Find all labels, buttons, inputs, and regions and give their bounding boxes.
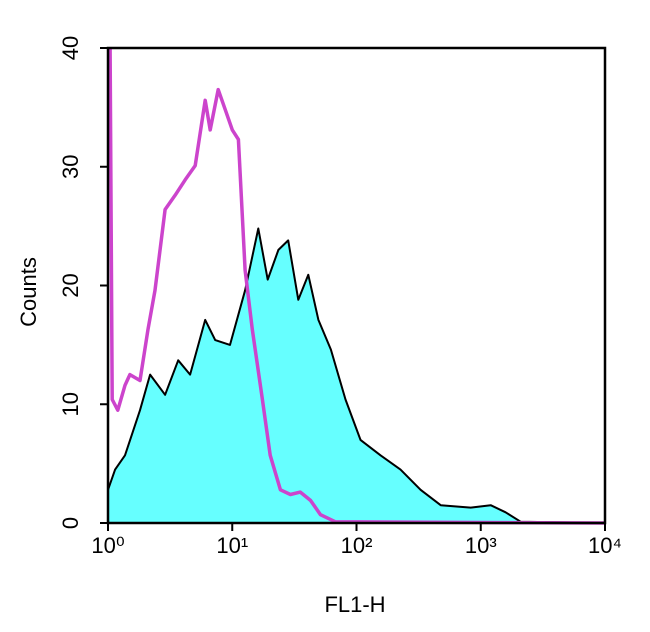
x-tick-label: 10² (341, 533, 373, 558)
y-tick-label: 30 (58, 155, 83, 179)
area-fill (108, 228, 605, 523)
x-tick-label: 10⁰ (91, 533, 124, 558)
x-axis-label: FL1-H (324, 592, 385, 617)
y-tick-label: 40 (58, 36, 83, 60)
series-line (107, 227, 606, 524)
series-line (108, 47, 606, 525)
y-tick-label: 10 (58, 392, 83, 416)
y-axis-label: Counts (16, 257, 41, 327)
x-tick-label: 10³ (465, 533, 497, 558)
x-tick-label: 10¹ (216, 533, 248, 558)
y-tick-label: 20 (58, 273, 83, 297)
y-tick-label: 0 (58, 517, 83, 529)
x-tick-label: 10⁴ (588, 533, 622, 558)
